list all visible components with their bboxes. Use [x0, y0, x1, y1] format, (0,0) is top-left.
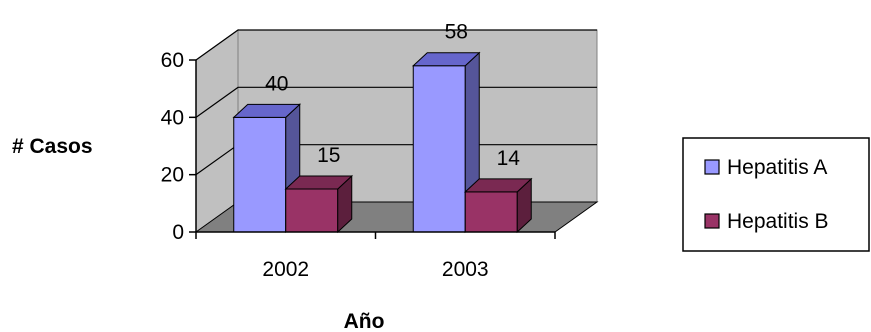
y-tick-label: 0: [172, 221, 184, 244]
bar-front: [412, 65, 466, 233]
y-tick-label: 40: [161, 106, 184, 129]
y-tick-label: 20: [161, 164, 184, 187]
bar: [411, 51, 481, 234]
data-label: 14: [497, 147, 521, 170]
data-label: 58: [445, 21, 468, 44]
y-tick-label: 60: [161, 49, 184, 72]
bar: [284, 174, 354, 234]
bar-top: [463, 178, 533, 193]
legend-label-hepatitis-b: Hepatitis B: [727, 210, 829, 233]
bar-top: [232, 103, 302, 118]
bars: [232, 51, 533, 234]
legend-swatch-hepatitis-b: [704, 213, 720, 229]
x-tick-label: 2002: [262, 258, 309, 281]
y-axis-title: # Casos: [12, 135, 93, 158]
legend-label-hepatitis-a: Hepatitis A: [727, 156, 827, 179]
bar-top: [411, 52, 481, 67]
gridline: [195, 29, 597, 61]
legend: Hepatitis A Hepatitis B: [682, 137, 870, 252]
bar-front: [285, 188, 339, 233]
x-tick-label: 2003: [442, 258, 489, 281]
legend-box: [682, 137, 870, 252]
bar-top: [284, 175, 354, 190]
bar-front: [233, 116, 287, 233]
data-label: 15: [317, 144, 340, 167]
side-wall: [195, 29, 239, 233]
bar: [463, 177, 533, 234]
data-label: 40: [265, 72, 288, 95]
axes: [189, 59, 556, 239]
bar-front: [464, 191, 518, 233]
labels: 0 20 40 60 40 15 2002 58 14 2003: [161, 21, 521, 281]
legend-swatch-hepatitis-a: [704, 159, 720, 175]
x-axis-title: Año: [344, 310, 385, 332]
